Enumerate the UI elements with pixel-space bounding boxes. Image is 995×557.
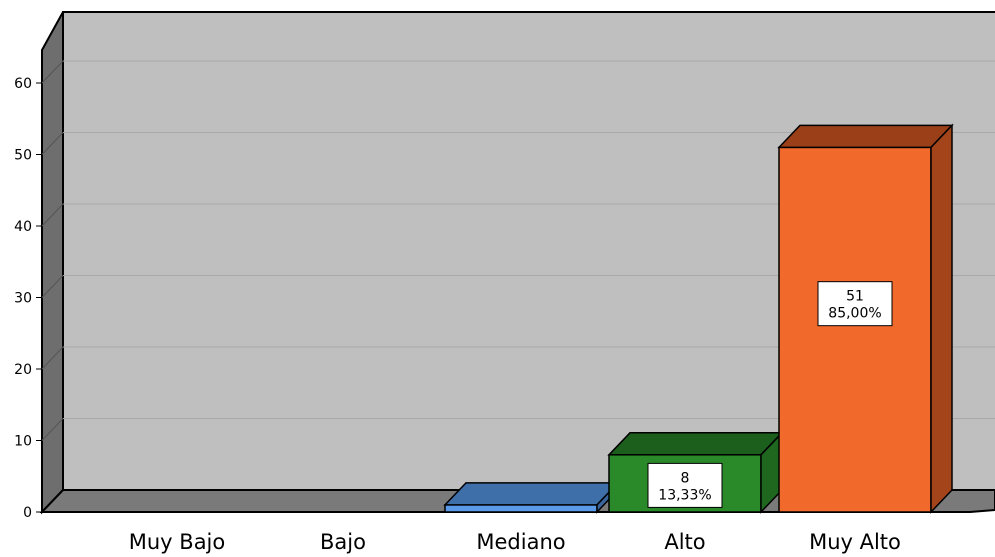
gridline-diagonal (41, 203, 64, 227)
x-tick-label: Alto (664, 530, 705, 554)
y-tick-label: 50 (14, 148, 32, 164)
y-tick-label: 30 (14, 291, 32, 307)
x-tick-label: Bajo (320, 530, 366, 554)
bar-top (443, 482, 620, 506)
x-axis: Muy Bajo Bajo Mediano Alto Muy Alto (129, 530, 901, 554)
bars (443, 123, 954, 514)
bar-top (607, 432, 784, 456)
data-label-percent: 13,33% (658, 487, 711, 503)
gridline-diagonal (41, 132, 64, 155)
gridline-diagonal (41, 346, 64, 370)
y-tick-label: 10 (14, 434, 32, 450)
bar-side (930, 123, 953, 514)
y-tick-label: 60 (14, 76, 32, 92)
bar-front (778, 146, 932, 513)
data-label-box (647, 462, 723, 508)
data-label: 813,33% (647, 462, 723, 508)
data-label-box (817, 281, 893, 327)
gridline-diagonal (41, 60, 64, 84)
gridline-diagonal (41, 275, 64, 298)
bar-front (444, 504, 598, 513)
y-tick-label: 0 (23, 505, 32, 521)
data-label-count: 8 (681, 470, 690, 486)
y-tick-label: 40 (14, 219, 32, 235)
data-label-count: 51 (846, 289, 864, 305)
y-axis: 0 10 20 30 40 50 60 (14, 76, 42, 521)
bar-muy-alto (777, 123, 954, 514)
x-tick-label: Muy Alto (809, 530, 901, 554)
data-label-percent: 85,00% (828, 306, 881, 322)
bar-top (777, 124, 954, 149)
bar-mediano (443, 480, 620, 514)
y-tick-label: 20 (14, 362, 32, 378)
gridline-diagonal (41, 418, 64, 441)
x-tick-label: Muy Bajo (129, 530, 226, 554)
x-tick-label: Mediano (476, 530, 565, 554)
